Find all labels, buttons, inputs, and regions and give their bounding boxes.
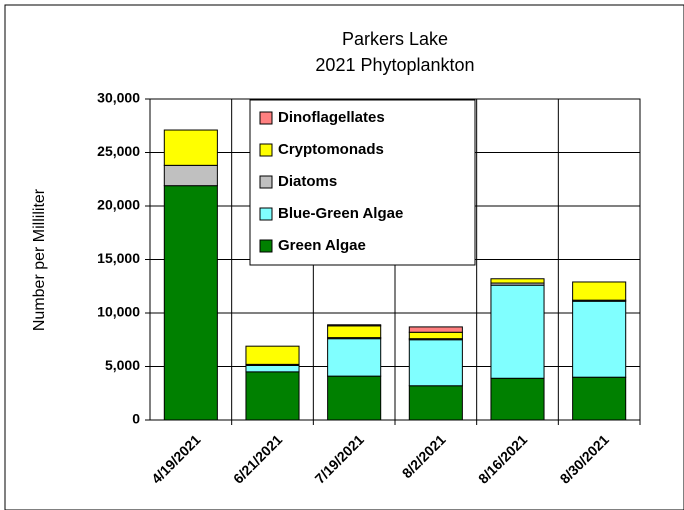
legend-swatch	[259, 207, 273, 221]
bar-segment	[327, 375, 382, 421]
bar-segment	[408, 339, 463, 387]
bar-segment	[408, 385, 463, 421]
bar-segment	[408, 331, 463, 340]
y-tick-label: 30,000	[97, 90, 140, 106]
y-tick-label: 20,000	[97, 197, 140, 213]
bar-segment	[490, 278, 545, 284]
bar-segment	[408, 326, 463, 333]
y-tick-label: 10,000	[97, 304, 140, 320]
bar-segment	[245, 364, 300, 373]
bar-segment	[327, 324, 382, 327]
legend-swatch	[259, 175, 273, 189]
bar-segment	[572, 300, 627, 378]
legend-label: Diatoms	[278, 173, 337, 190]
legend-swatch	[259, 111, 273, 125]
legend-label: Cryptomonads	[278, 141, 384, 158]
bar-segment	[163, 129, 218, 166]
bar-segment	[490, 284, 545, 379]
y-axis-label: Number per Milliliter	[31, 188, 48, 331]
legend-label: Dinoflagellates	[278, 109, 385, 126]
legend-box	[249, 99, 476, 266]
y-tick-label: 25,000	[97, 143, 140, 159]
bar-segment	[163, 185, 218, 421]
legend-label: Green Algae	[278, 237, 366, 254]
legend-swatch	[259, 239, 273, 253]
bar-segment	[163, 164, 218, 187]
bar-segment	[245, 345, 300, 365]
bar-segment	[572, 376, 627, 421]
legend-label: Blue-Green Algae	[278, 205, 403, 222]
legend-swatch	[259, 143, 273, 157]
chart-title: Parkers Lake	[342, 29, 448, 49]
bar-segment	[327, 325, 382, 339]
y-tick-label: 0	[132, 411, 140, 427]
bar-segment	[490, 377, 545, 421]
y-tick-label: 15,000	[97, 250, 140, 266]
bar-segment	[245, 371, 300, 421]
y-tick-label: 5,000	[105, 357, 140, 373]
bar-segment	[572, 281, 627, 301]
chart-subtitle: 2021 Phytoplankton	[315, 55, 474, 75]
bar-segment	[327, 338, 382, 377]
